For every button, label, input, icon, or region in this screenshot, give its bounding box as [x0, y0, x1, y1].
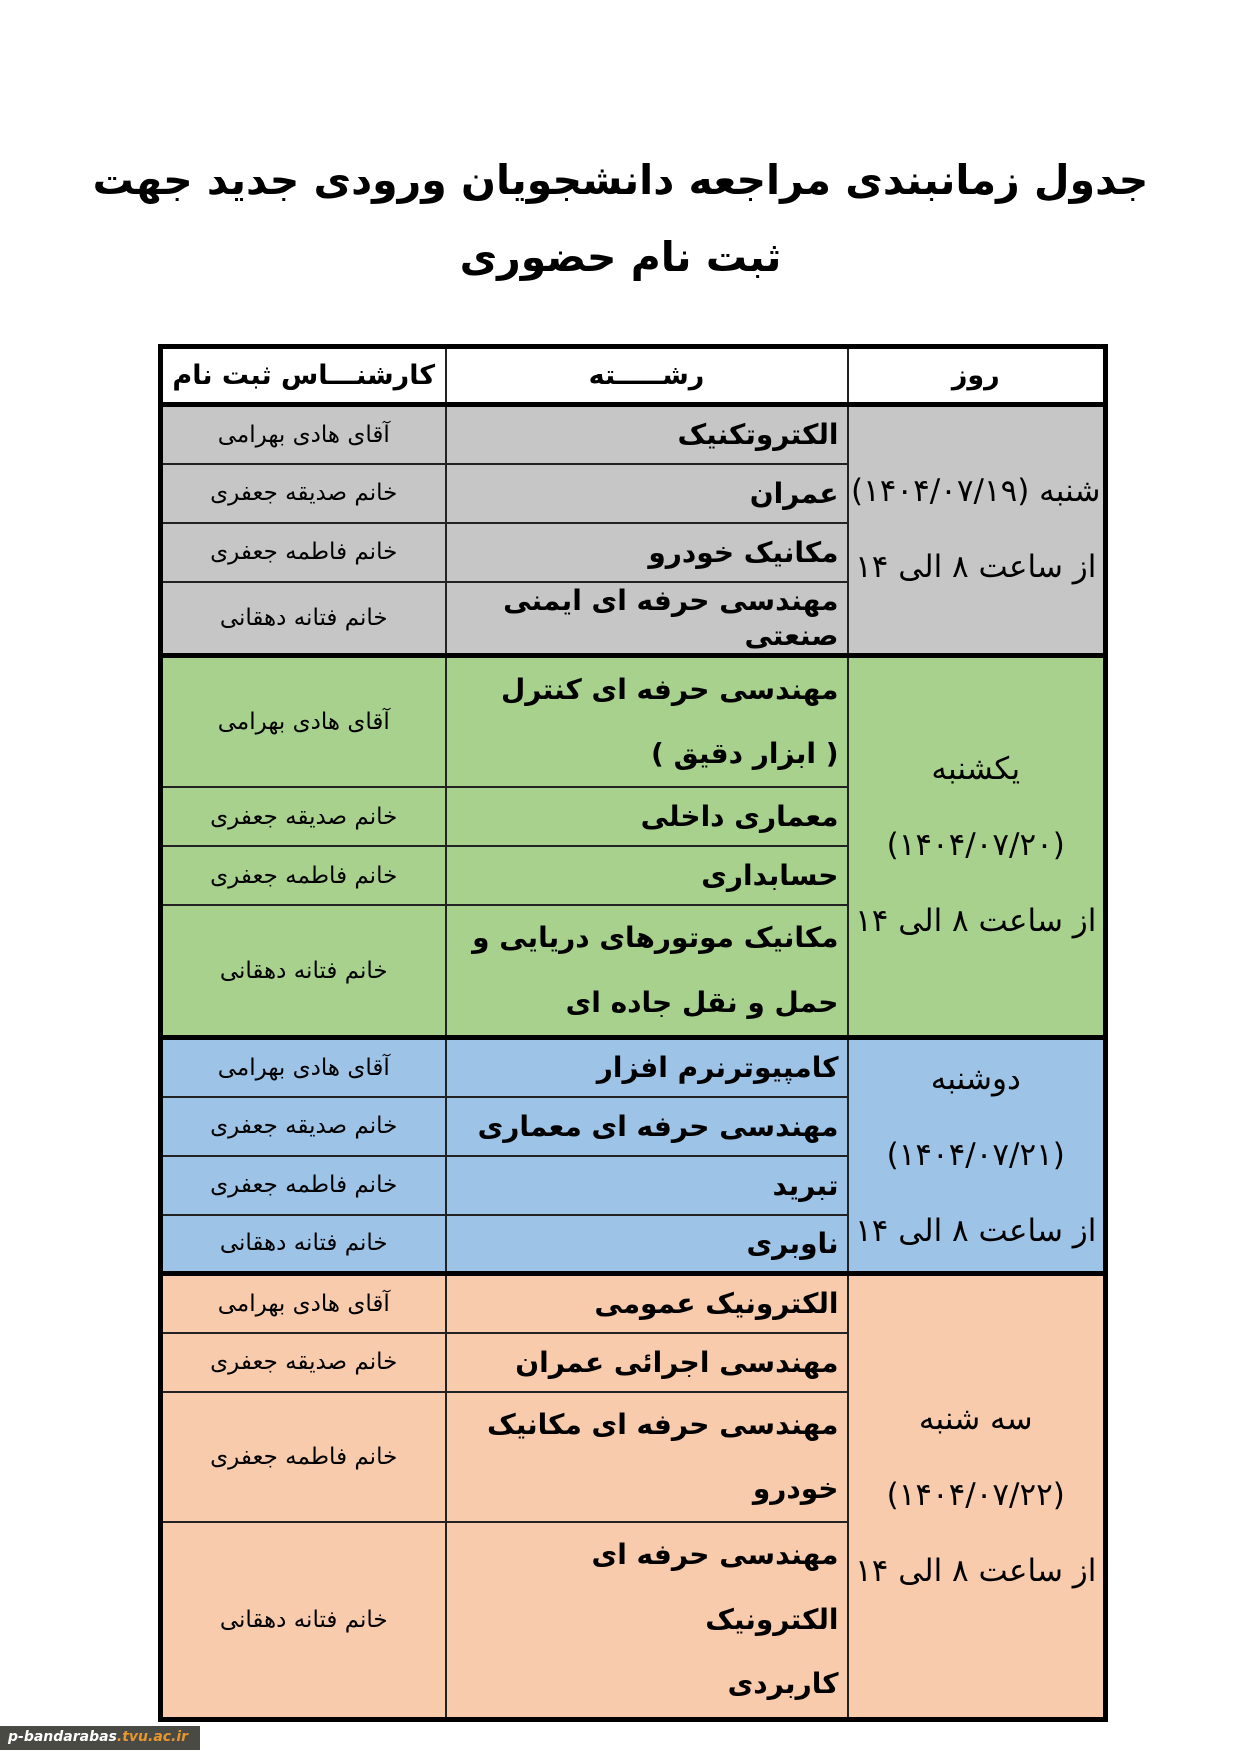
group-tuesday: سه شنبه (۱۴۰۴/۰۷/۲۲) از ساعت ۸ الی ۱۴ ال…: [159, 1272, 1107, 1721]
expert-cell: خانم صدیقه جعفری: [159, 786, 447, 848]
day-cell: یکشنبه (۱۴۰۴/۰۷/۲۰) از ساعت ۸ الی ۱۴: [846, 654, 1107, 1039]
expert-cell: خانم فتانه دهقانی: [159, 1521, 447, 1721]
major-cell: مکانیک موتورهای دریایی و حمل و نقل جاده …: [444, 904, 849, 1039]
major-cell: مکانیک خودرو: [444, 521, 849, 583]
major-cell: تبرید: [444, 1154, 849, 1216]
major-cell: عمران: [444, 462, 849, 524]
table-row: سه شنبه (۱۴۰۴/۰۷/۲۲) از ساعت ۸ الی ۱۴ ال…: [159, 1272, 1107, 1721]
expert-cell: خانم فاطمه جعفری: [159, 521, 447, 583]
schedule-table: روز رشـــــته کارشنـــاس ثبت نام شنبه (۱…: [158, 344, 1108, 1722]
watermark-domain: .tvu.ac.ir: [116, 1729, 189, 1745]
expert-cell: خانم فاطمه جعفری: [159, 1154, 447, 1216]
day-cell: شنبه (۱۴۰۴/۰۷/۱۹) از ساعت ۸ الی ۱۴: [846, 403, 1107, 656]
expert-cell: آقای هادی بهرامی: [159, 653, 447, 789]
table-row: تبرید خانم فاطمه جعفری: [159, 1154, 1106, 1216]
expert-cell: خانم صدیقه جعفری: [159, 462, 447, 524]
major-cell: مهندسی حرفه ای ایمنی صنعتی: [444, 580, 849, 656]
table-row: مهندسی حرفه ای ایمنی صنعتی خانم فتانه ده…: [159, 580, 1106, 656]
table-row: یکشنبه (۱۴۰۴/۰۷/۲۰) از ساعت ۸ الی ۱۴ مهن…: [159, 653, 1107, 1039]
table-row: مکانیک خودرو خانم فاطمه جعفری: [159, 521, 1106, 583]
major-cell: مهندسی حرفه ای کنترل ( ابزار دقیق ): [444, 653, 849, 789]
expert-cell: آقای هادی بهرامی: [159, 1272, 447, 1334]
expert-cell: خانم فتانه دهقانی: [159, 1213, 447, 1275]
group-saturday: شنبه (۱۴۰۴/۰۷/۱۹) از ساعت ۸ الی ۱۴ الکتر…: [159, 403, 1107, 656]
table-row: ناوبری خانم فتانه دهقانی: [159, 1213, 1106, 1275]
expert-cell: آقای هادی بهرامی: [159, 1036, 447, 1098]
table-row: معماری داخلی خانم صدیقه جعفری: [159, 786, 1106, 848]
major-cell: حسابداری: [444, 845, 849, 907]
major-cell: الکتروتکنیک: [444, 403, 849, 465]
table-row: مهندسی حرفه ای مکانیک خودرو خانم فاطمه ج…: [159, 1390, 1106, 1524]
header-row: روز رشـــــته کارشنـــاس ثبت نام: [159, 345, 1107, 407]
table-row: مکانیک موتورهای دریایی و حمل و نقل جاده …: [159, 904, 1106, 1039]
page-title-line2: ثبت نام حضوری: [459, 233, 782, 281]
day-cell: دوشنبه (۱۴۰۴/۰۷/۲۱) از ساعت ۸ الی ۱۴: [846, 1036, 1107, 1275]
table-row: مهندسی حرفه ای الکترونیک کاربردی خانم فت…: [159, 1521, 1106, 1721]
table-row: مهندسی حرفه ای معماری خانم صدیقه جعفری: [159, 1095, 1106, 1157]
expert-cell: خانم فتانه دهقانی: [159, 904, 447, 1039]
table-row: مهندسی اجرائی عمران خانم صدیقه جعفری: [159, 1331, 1106, 1393]
major-cell: مهندسی حرفه ای الکترونیک کاربردی: [444, 1521, 849, 1721]
group-monday: دوشنبه (۱۴۰۴/۰۷/۲۱) از ساعت ۸ الی ۱۴ کام…: [159, 1036, 1107, 1275]
col-header-day: روز: [846, 345, 1107, 407]
major-cell: مهندسی حرفه ای معماری: [444, 1095, 849, 1157]
site-watermark: p-bandarabas.tvu.ac.ir: [0, 1726, 201, 1750]
expert-cell: خانم صدیقه جعفری: [159, 1095, 447, 1157]
expert-cell: خانم فاطمه جعفری: [159, 1390, 447, 1524]
major-cell: معماری داخلی: [444, 786, 849, 848]
col-header-major: رشـــــته: [444, 345, 849, 407]
major-cell: الکترونیک عمومی: [444, 1272, 849, 1334]
major-cell: ناوبری: [444, 1213, 849, 1275]
table-row: دوشنبه (۱۴۰۴/۰۷/۲۱) از ساعت ۸ الی ۱۴ کام…: [159, 1036, 1107, 1275]
major-cell: کامپیوترنرم افزار: [444, 1036, 849, 1098]
expert-cell: خانم فاطمه جعفری: [159, 845, 447, 907]
page-title: جدول زمانبندی مراجعه دانشجویان ورودی جدی…: [0, 142, 1241, 296]
major-cell: مهندسی اجرائی عمران: [444, 1331, 849, 1393]
group-sunday: یکشنبه (۱۴۰۴/۰۷/۲۰) از ساعت ۸ الی ۱۴ مهن…: [159, 653, 1107, 1039]
page-title-line1: جدول زمانبندی مراجعه دانشجویان ورودی جدی…: [92, 156, 1149, 204]
table-row: حسابداری خانم فاطمه جعفری: [159, 845, 1106, 907]
table-row: عمران خانم صدیقه جعفری: [159, 462, 1106, 524]
major-cell: مهندسی حرفه ای مکانیک خودرو: [444, 1390, 849, 1524]
expert-cell: خانم صدیقه جعفری: [159, 1331, 447, 1393]
expert-cell: خانم فتانه دهقانی: [159, 580, 447, 656]
col-header-expert: کارشنـــاس ثبت نام: [159, 345, 447, 407]
day-cell: سه شنبه (۱۴۰۴/۰۷/۲۲) از ساعت ۸ الی ۱۴: [846, 1272, 1107, 1721]
expert-cell: آقای هادی بهرامی: [159, 403, 447, 465]
watermark-site: p-bandarabas: [8, 1729, 117, 1745]
table-row: شنبه (۱۴۰۴/۰۷/۱۹) از ساعت ۸ الی ۱۴ الکتر…: [159, 403, 1107, 656]
